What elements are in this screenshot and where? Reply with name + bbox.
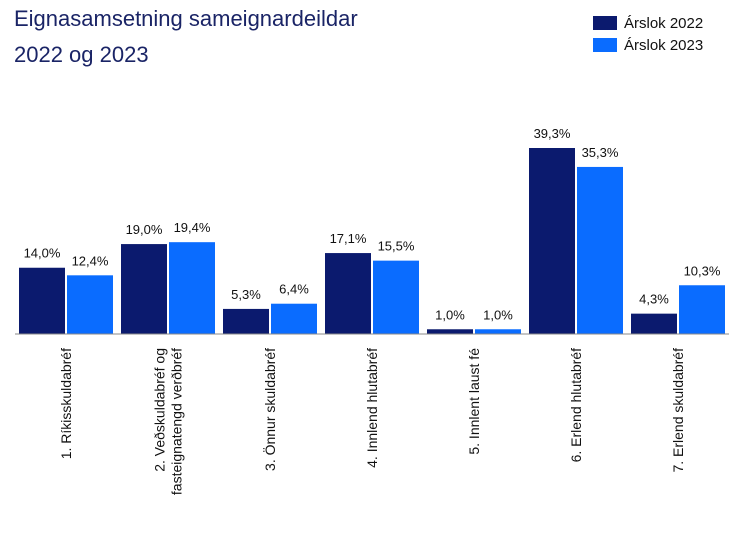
x-tick-label: 5. Innlent laust fé xyxy=(466,348,482,455)
value-label: 19,4% xyxy=(174,220,211,235)
bar xyxy=(325,253,371,334)
value-label: 4,3% xyxy=(639,292,669,307)
bar xyxy=(679,285,725,334)
x-tick-label: 2. Veðskuldabréf og xyxy=(152,348,168,472)
value-label: 19,0% xyxy=(126,222,163,237)
x-tick-label: 7. Erlend skuldabréf xyxy=(670,348,686,473)
legend-label: Árslok 2023 xyxy=(624,37,703,54)
bar xyxy=(427,329,473,334)
value-label: 14,0% xyxy=(24,246,61,261)
value-label: 12,4% xyxy=(72,253,109,268)
x-tick-label: 6. Erlend hlutabréf xyxy=(568,348,584,463)
bar xyxy=(169,242,215,334)
bar xyxy=(577,166,623,334)
bar xyxy=(631,313,677,334)
x-tick-label: fasteignatengd verðbréf xyxy=(169,348,185,495)
x-tick-label: 4. Innlend hlutabréf xyxy=(364,348,380,468)
value-label: 6,4% xyxy=(279,282,309,297)
value-label: 17,1% xyxy=(330,231,367,246)
value-label: 15,5% xyxy=(378,239,415,254)
chart-title: Eignasamsetning sameignardeildar xyxy=(14,6,358,31)
value-label: 35,3% xyxy=(582,145,619,160)
legend-label: Árslok 2022 xyxy=(624,15,703,32)
bar xyxy=(529,148,575,334)
bar xyxy=(223,308,269,334)
value-label: 1,0% xyxy=(483,307,513,322)
bar xyxy=(271,303,317,334)
value-label: 10,3% xyxy=(684,263,721,278)
bar xyxy=(373,260,419,334)
chart-title: 2022 og 2023 xyxy=(14,42,149,67)
value-label: 1,0% xyxy=(435,307,465,322)
bar xyxy=(67,275,113,334)
value-label: 5,3% xyxy=(231,287,261,302)
legend-swatch xyxy=(593,16,617,30)
legend-swatch xyxy=(593,38,617,52)
value-label: 39,3% xyxy=(534,126,571,141)
bar xyxy=(475,329,521,334)
bar xyxy=(121,244,167,334)
x-tick-label: 1. Ríkisskuldabréf xyxy=(58,348,74,459)
x-tick-label: 3. Önnur skuldabréf xyxy=(261,348,278,471)
bar xyxy=(19,267,65,334)
